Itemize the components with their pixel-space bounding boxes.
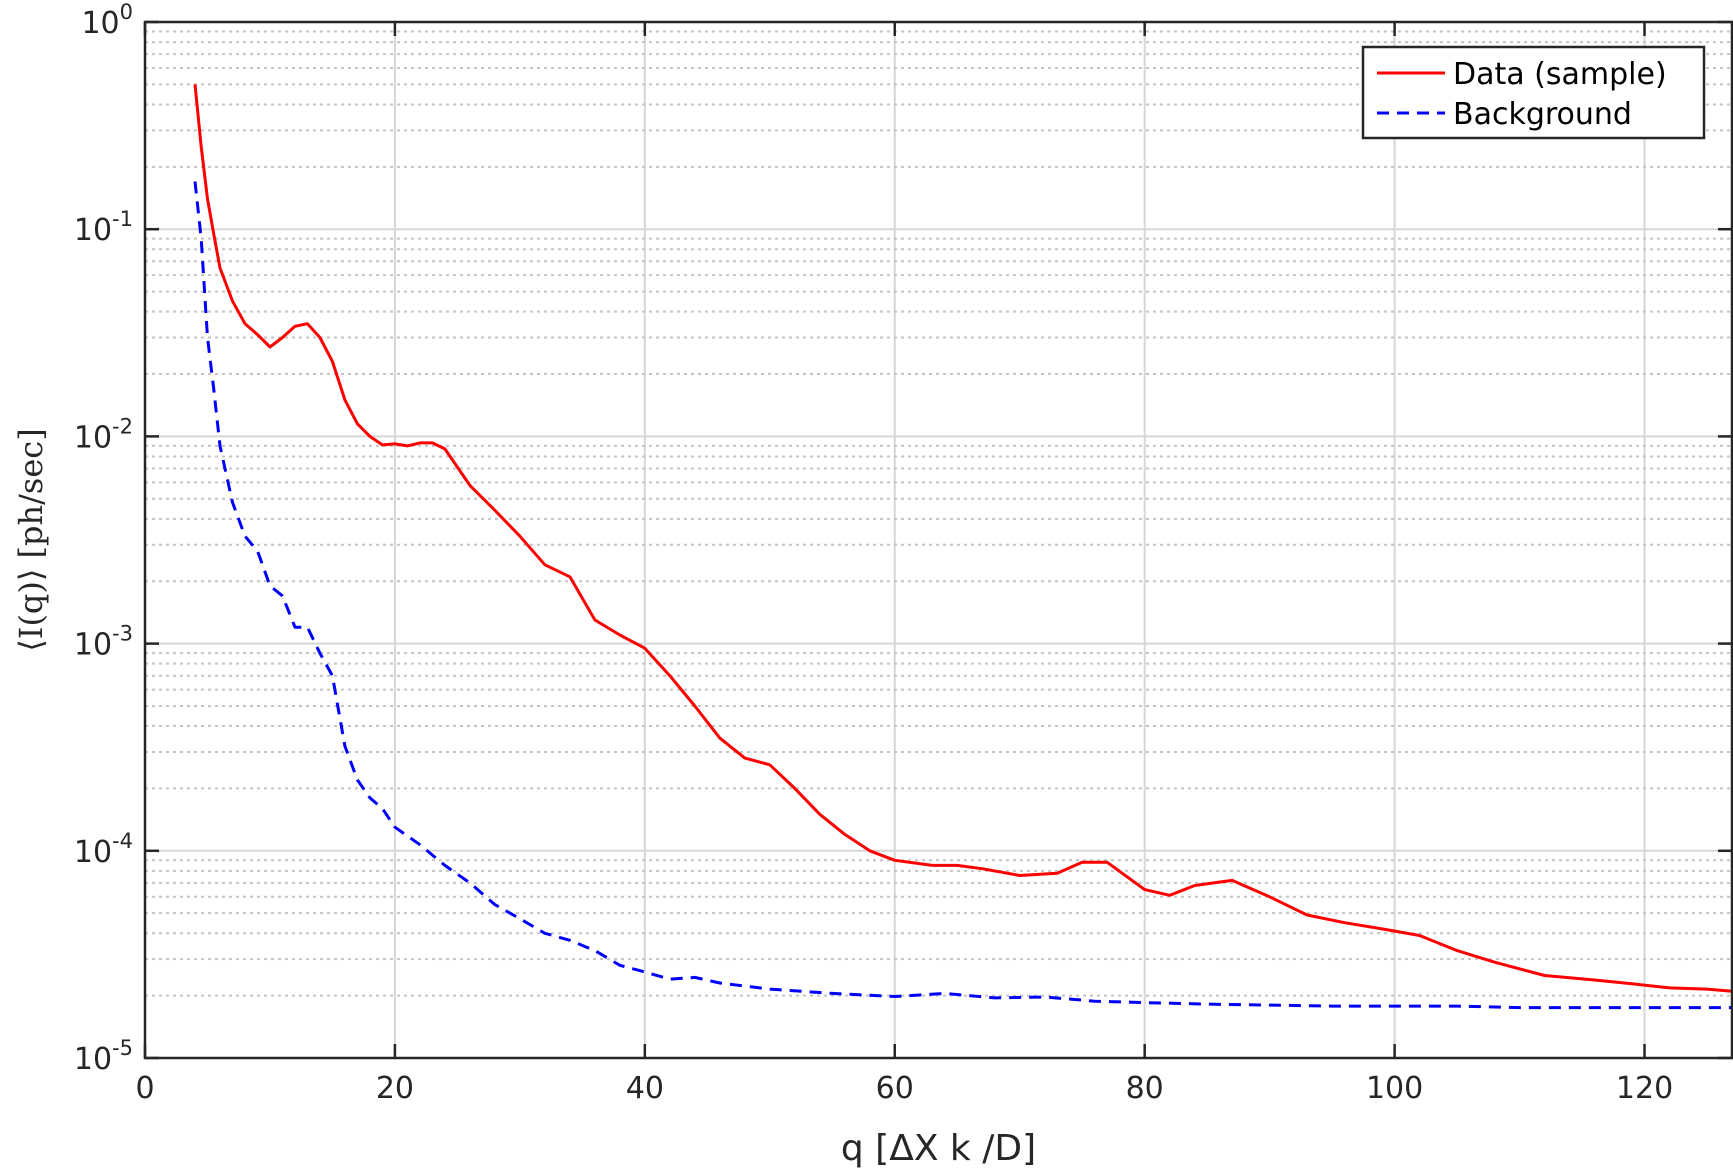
legend-label-background: Background [1453, 97, 1632, 132]
y-tick-label: 10-5 [74, 1036, 133, 1077]
legend: Data (sample) Background [1361, 45, 1706, 140]
legend-label-data: Data (sample) [1453, 57, 1667, 92]
y-tick-label: 10-1 [74, 207, 133, 248]
y-tick-label: 100 [81, 0, 133, 41]
y-tick-label: 10-2 [74, 414, 133, 455]
x-tick-label: 20 [376, 1071, 414, 1106]
y-axis-title: ⟨I(q)⟩ [ph/sec] [12, 428, 50, 651]
x-axis-title: q [ΔX k /D] [841, 1128, 1036, 1169]
series-line-data [193, 84, 1733, 993]
x-tick-label: 60 [876, 1071, 914, 1106]
y-tick-labels: 10-5 10-4 10-3 10-2 10-1 100 [74, 0, 133, 1077]
y-tick-label: 10-3 [74, 622, 133, 663]
plot-frame [143, 20, 1733, 1060]
x-tick-label: 40 [626, 1071, 664, 1106]
x-tick-label: 80 [1126, 1071, 1164, 1106]
y-tick-label: 10-4 [74, 829, 133, 870]
plot-lines [193, 84, 1733, 1010]
x-tick-label: 120 [1616, 1071, 1673, 1106]
x-tick-labels: 0 20 40 60 80 100 120 [135, 1071, 1673, 1106]
series-line-background [193, 181, 1732, 1010]
grid [145, 22, 1732, 1058]
x-tick-label: 100 [1366, 1071, 1423, 1106]
x-tick-label: 0 [135, 1071, 154, 1106]
legend-box [1361, 45, 1706, 140]
axis-tick-marks [143, 20, 1732, 1060]
